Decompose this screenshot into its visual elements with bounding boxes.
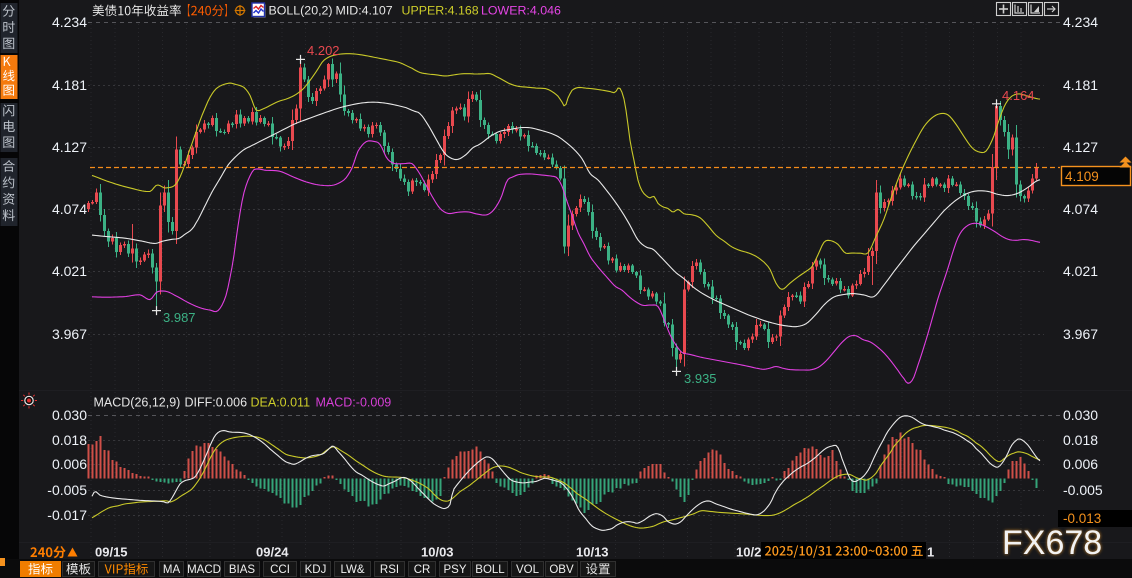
svg-text:4.109: 4.109 — [1065, 169, 1099, 184]
svg-text:4.234: 4.234 — [1063, 14, 1098, 30]
svg-text:4.181: 4.181 — [52, 77, 87, 93]
svg-text:3.967: 3.967 — [52, 326, 87, 342]
svg-text:0.006: 0.006 — [52, 456, 87, 472]
svg-text:FX678: FX678 — [1002, 524, 1102, 562]
svg-text:MID:4.107: MID:4.107 — [336, 4, 393, 18]
svg-text:-0.005: -0.005 — [47, 482, 87, 498]
svg-text:-0.017: -0.017 — [47, 507, 87, 523]
svg-text:0.006: 0.006 — [1063, 456, 1098, 472]
svg-text:4.164: 4.164 — [1002, 88, 1035, 103]
svg-text:4.202: 4.202 — [307, 43, 340, 58]
svg-text:CCI: CCI — [270, 564, 290, 576]
svg-text:DEA:0.011: DEA:0.011 — [251, 396, 311, 410]
svg-text:09/24: 09/24 — [256, 545, 289, 560]
svg-text:3.987: 3.987 — [163, 310, 196, 325]
svg-text:4.074: 4.074 — [52, 201, 87, 217]
svg-text:-0.005: -0.005 — [1063, 482, 1103, 498]
svg-text:OBV: OBV — [549, 564, 574, 576]
svg-text:4.021: 4.021 — [1063, 263, 1098, 279]
svg-text:RSI: RSI — [380, 564, 399, 576]
svg-text:BOLL: BOLL — [475, 564, 505, 576]
svg-text:4.127: 4.127 — [1063, 139, 1098, 155]
svg-text:4.021: 4.021 — [52, 263, 87, 279]
svg-text:LOWER:4.046: LOWER:4.046 — [481, 4, 561, 18]
svg-text:UPPER:4.168: UPPER:4.168 — [402, 4, 479, 18]
svg-text:MACD(26,12,9): MACD(26,12,9) — [94, 396, 181, 410]
svg-text:3.935: 3.935 — [684, 371, 717, 386]
svg-text:4.181: 4.181 — [1063, 77, 1098, 93]
svg-text:BIAS: BIAS — [229, 564, 256, 576]
svg-text:4.074: 4.074 — [1063, 201, 1098, 217]
svg-text:4.127: 4.127 — [52, 139, 87, 155]
svg-text:0.030: 0.030 — [1063, 407, 1098, 423]
svg-text:3.967: 3.967 — [1063, 326, 1098, 342]
svg-text:KDJ: KDJ — [305, 564, 327, 576]
svg-text:4.234: 4.234 — [52, 14, 87, 30]
svg-text:MACD:-0.009: MACD:-0.009 — [316, 396, 392, 410]
svg-text:PSY: PSY — [443, 564, 466, 576]
svg-text:1: 1 — [927, 545, 934, 560]
svg-text:-0.013: -0.013 — [1063, 511, 1101, 526]
svg-text:0.018: 0.018 — [1063, 432, 1098, 448]
svg-text:10/03: 10/03 — [421, 545, 454, 560]
svg-text:BOLL(20,2): BOLL(20,2) — [269, 4, 333, 18]
svg-text:09/15: 09/15 — [95, 545, 128, 560]
svg-text:CR: CR — [414, 564, 431, 576]
svg-text:VOL: VOL — [516, 564, 540, 576]
svg-text:0.018: 0.018 — [52, 432, 87, 448]
svg-text:10/13: 10/13 — [576, 545, 609, 560]
svg-text:MA: MA — [163, 564, 181, 576]
svg-text:LW&: LW& — [340, 564, 364, 576]
svg-text:10/22: 10/22 — [736, 545, 769, 560]
svg-text:DIFF:0.006: DIFF:0.006 — [185, 396, 248, 410]
svg-text:MACD: MACD — [187, 564, 221, 576]
svg-text:FX678: FX678 — [1002, 524, 1102, 562]
svg-text:0.030: 0.030 — [52, 407, 87, 423]
